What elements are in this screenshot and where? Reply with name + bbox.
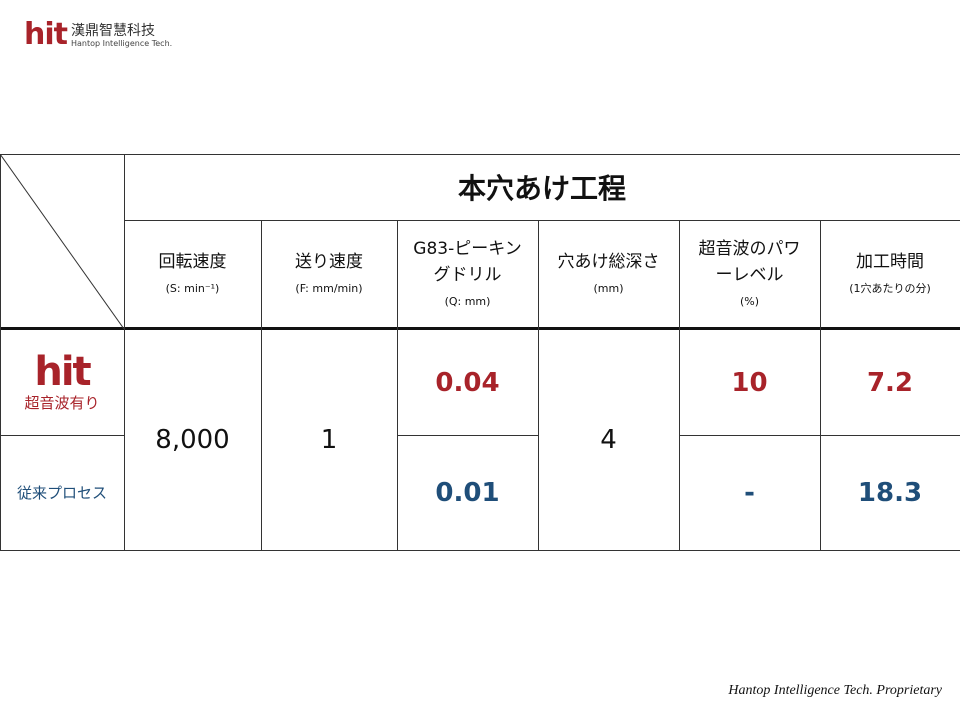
row-label-hit: hit 超音波有り bbox=[24, 349, 100, 412]
column-header: G83-ピーキングドリル (Q: mm) bbox=[413, 239, 522, 308]
power-conventional-value: - bbox=[744, 477, 755, 508]
column-header: 送り速度 (F: mm/min) bbox=[295, 252, 363, 295]
column-header: 回転速度 (S: min⁻¹) bbox=[158, 252, 227, 295]
column-header: 超音波のパワーレベル (%) bbox=[698, 239, 801, 308]
time-conventional-value: 18.3 bbox=[857, 477, 923, 508]
peck-hit-value: 0.04 bbox=[435, 367, 500, 398]
hit-logo: hit bbox=[34, 349, 91, 395]
column-header: 加工時間 (1穴あたりの分) bbox=[849, 252, 931, 295]
feed-rate-value: 1 bbox=[320, 425, 338, 455]
depth-value: 4 bbox=[600, 425, 617, 455]
logo-brand: hit bbox=[24, 17, 68, 52]
logo-name-en: Hantop Intelligence Tech. bbox=[70, 38, 173, 48]
footer-proprietary: Hantop Intelligence Tech. Proprietary bbox=[728, 683, 942, 698]
table-title: 本穴あけ工程 bbox=[457, 172, 626, 205]
time-hit-value: 7.2 bbox=[866, 367, 914, 398]
power-hit-value: 10 bbox=[731, 367, 768, 398]
diagonal-divider bbox=[0, 154, 124, 329]
peck-conventional-value: 0.01 bbox=[435, 477, 500, 508]
spindle-speed-value: 8,000 bbox=[155, 425, 230, 455]
company-logo: hit 漢鼎智慧科技 Hantop Intelligence Tech. bbox=[24, 20, 172, 50]
logo-name-cn: 漢鼎智慧科技 bbox=[70, 22, 155, 39]
row-label-conventional: 従来プロセス bbox=[16, 484, 107, 502]
column-header: 穴あけ総深さ (mm) bbox=[557, 252, 660, 295]
